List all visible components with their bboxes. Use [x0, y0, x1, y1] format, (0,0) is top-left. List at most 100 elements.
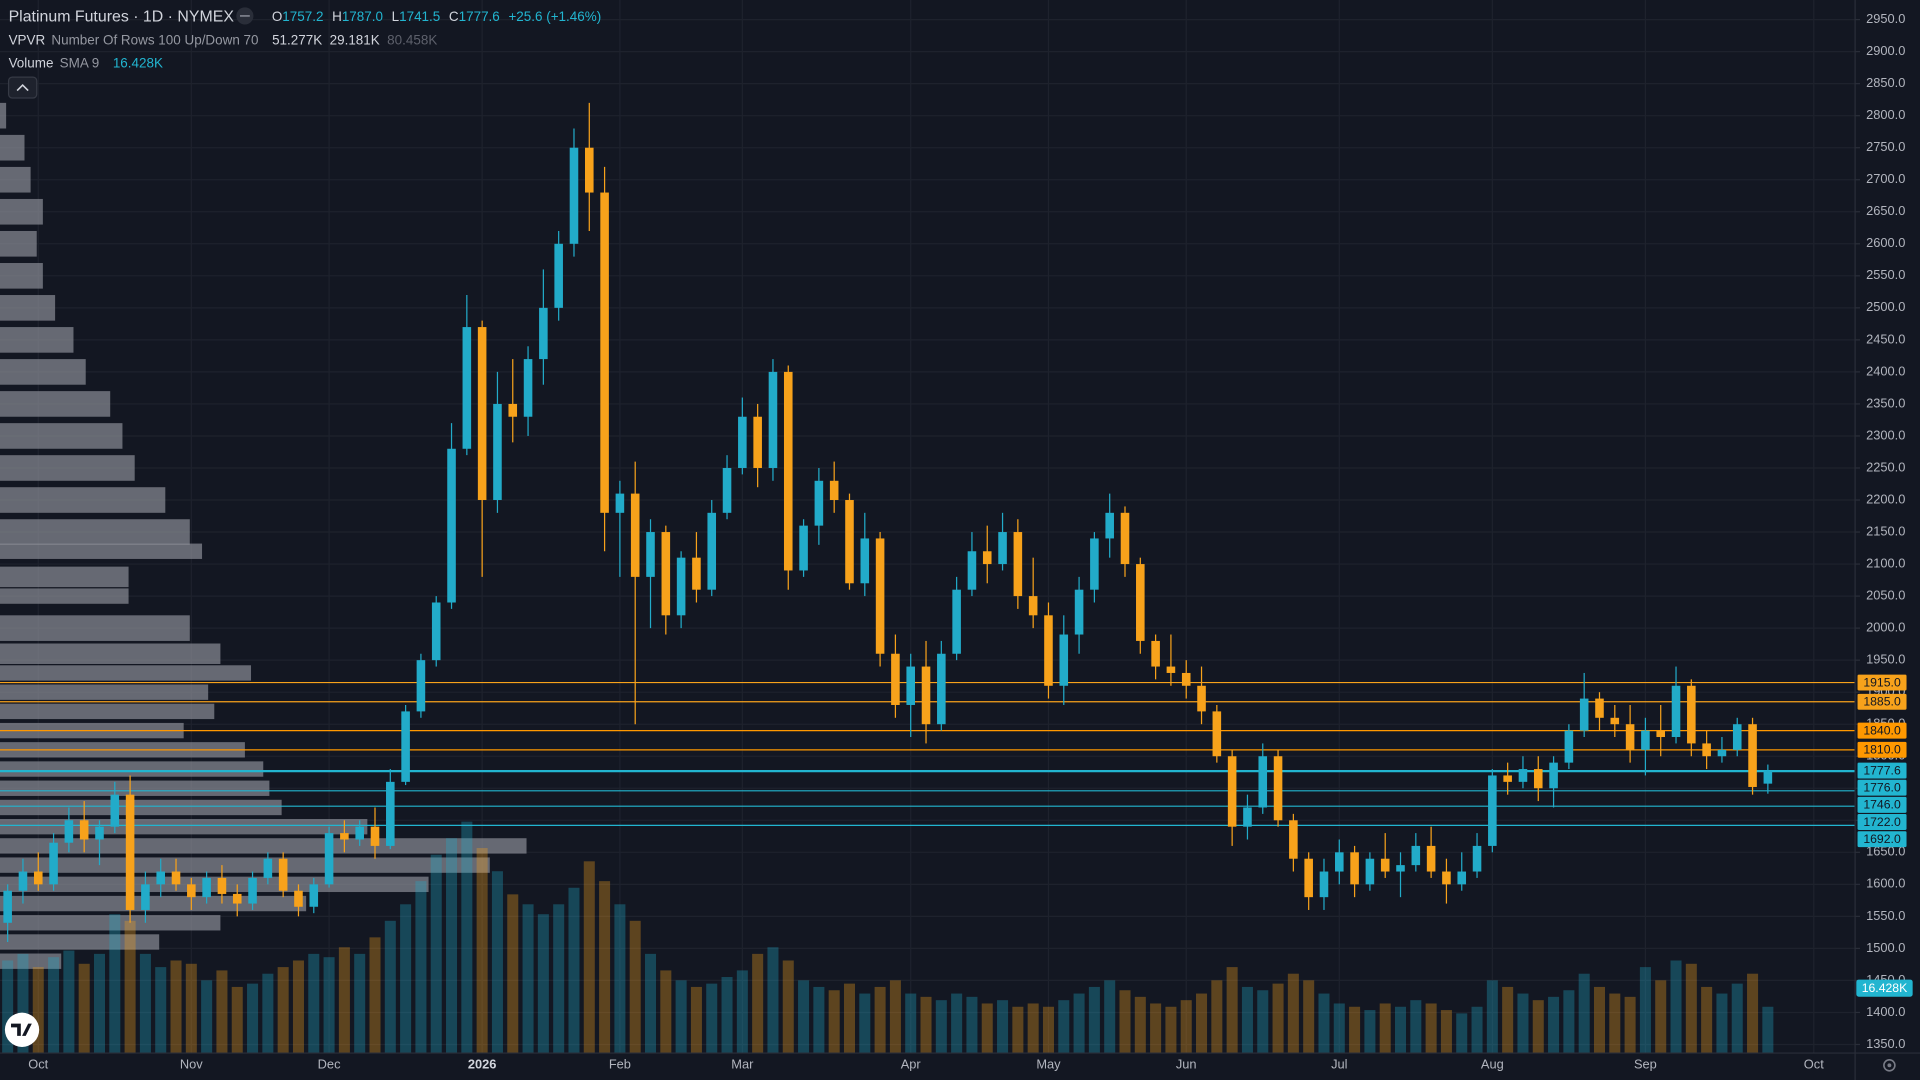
volume-bar	[660, 970, 672, 1054]
volume-profile-bar	[0, 198, 43, 225]
volume-bar	[1593, 986, 1605, 1054]
volume-bar	[1548, 996, 1560, 1054]
candle-body	[585, 147, 594, 193]
candle-body	[1059, 634, 1069, 686]
volume-bar	[1639, 967, 1651, 1054]
price-line-label: 1915.0	[1863, 675, 1901, 689]
volume-bar	[369, 937, 381, 1054]
candle-body	[156, 871, 165, 885]
candle-body	[1687, 685, 1696, 744]
volume-bar	[1349, 1006, 1361, 1054]
volume-bar	[1532, 1000, 1544, 1054]
candle-body	[753, 416, 762, 468]
y-tick-label: 1550.0	[1866, 908, 1905, 923]
ohlc-value: 1787.0	[342, 9, 383, 24]
candle-body	[141, 884, 150, 910]
volume-bar	[1241, 986, 1253, 1054]
volume-bar	[1762, 1006, 1774, 1054]
candle-body	[110, 794, 120, 827]
volume-bar	[568, 887, 580, 1054]
logo[interactable]	[4, 1012, 40, 1047]
volume-profile-bar	[0, 487, 166, 513]
candle-body	[125, 794, 135, 910]
price-line-label-box	[1857, 831, 1907, 848]
candle-body	[324, 833, 334, 885]
volume-bar	[139, 953, 151, 1054]
candle-body	[1028, 596, 1038, 616]
volume-bar	[1257, 990, 1269, 1054]
x-tick-label: Apr	[901, 1057, 922, 1072]
volume-profile-bar	[0, 780, 270, 796]
volume-bar	[109, 914, 121, 1054]
volume-profile-bar	[0, 455, 135, 481]
volume-bar	[1058, 1000, 1070, 1054]
plot	[0, 102, 1856, 1054]
indicator-name: Volume	[9, 55, 54, 70]
volume-bar	[614, 904, 626, 1054]
candle-body	[906, 666, 915, 705]
y-tick-label: 2400.0	[1866, 363, 1905, 378]
price-line-label: 1776.0	[1863, 781, 1901, 795]
candle-body	[1748, 724, 1757, 787]
volume-bar	[629, 920, 641, 1054]
candle-body	[860, 538, 870, 584]
candle-body	[1533, 769, 1543, 789]
volume-bar	[905, 993, 917, 1054]
candle-body	[600, 192, 609, 513]
y-tick-label: 2650.0	[1866, 203, 1905, 218]
y-tick-label: 2150.0	[1866, 523, 1905, 538]
volume-profile-bar	[0, 819, 368, 835]
volume-bar	[599, 881, 611, 1054]
y-tick-label: 2050.0	[1866, 587, 1905, 602]
candle-body	[1549, 762, 1558, 789]
candle-body	[431, 602, 441, 661]
candle-body	[1641, 730, 1650, 750]
volume-bar	[400, 904, 412, 1054]
y-tick-label: 2600.0	[1866, 235, 1905, 250]
change: +25.6 (+1.46%)	[508, 9, 601, 24]
volume-bar	[583, 861, 595, 1054]
y-tick-label: 2950.0	[1866, 11, 1905, 26]
volume-bar	[966, 996, 978, 1054]
settings-icon[interactable]	[1883, 1059, 1896, 1072]
volume-bar	[338, 947, 350, 1054]
volume-profile-bar	[0, 102, 7, 129]
candle-body	[1243, 807, 1252, 827]
candle-body	[294, 890, 303, 907]
candle-body	[447, 448, 456, 603]
candle-body	[569, 147, 579, 244]
y-tick-label: 1500.0	[1866, 940, 1905, 955]
candle-body	[263, 858, 273, 878]
candle-body	[1717, 749, 1727, 757]
volume-bar	[981, 1003, 993, 1054]
candle-body	[1457, 871, 1467, 885]
ohlc-key: H	[332, 9, 342, 24]
volume-bar	[1624, 996, 1636, 1054]
volume-bar	[262, 973, 274, 1054]
candle-body	[1472, 845, 1482, 872]
y-tick-label: 1400.0	[1866, 1004, 1905, 1019]
settings[interactable]	[1883, 1059, 1896, 1072]
volume-bar	[645, 953, 657, 1054]
indicator-value: 51.277K	[272, 32, 322, 47]
volume-bar	[1088, 986, 1100, 1054]
volume-profile-bar	[0, 566, 129, 588]
volume-bar	[216, 970, 228, 1054]
collapse-button[interactable]	[7, 76, 38, 99]
logo-circle[interactable]	[4, 1012, 40, 1047]
candle-body	[998, 532, 1007, 565]
volume-bar	[1165, 1006, 1177, 1054]
candle-body	[707, 512, 717, 590]
volume-bar	[1180, 1000, 1192, 1054]
candle-body	[370, 826, 380, 846]
candle-body	[416, 660, 426, 712]
candle-body	[1350, 852, 1359, 885]
volume-profile-bar	[0, 295, 56, 321]
volume-bar	[1731, 983, 1743, 1054]
candle-body	[814, 480, 824, 526]
ohlc-key: O	[272, 9, 282, 24]
volume-bar	[63, 950, 75, 1054]
volume-bar	[706, 983, 718, 1054]
candle-body	[1258, 756, 1268, 808]
